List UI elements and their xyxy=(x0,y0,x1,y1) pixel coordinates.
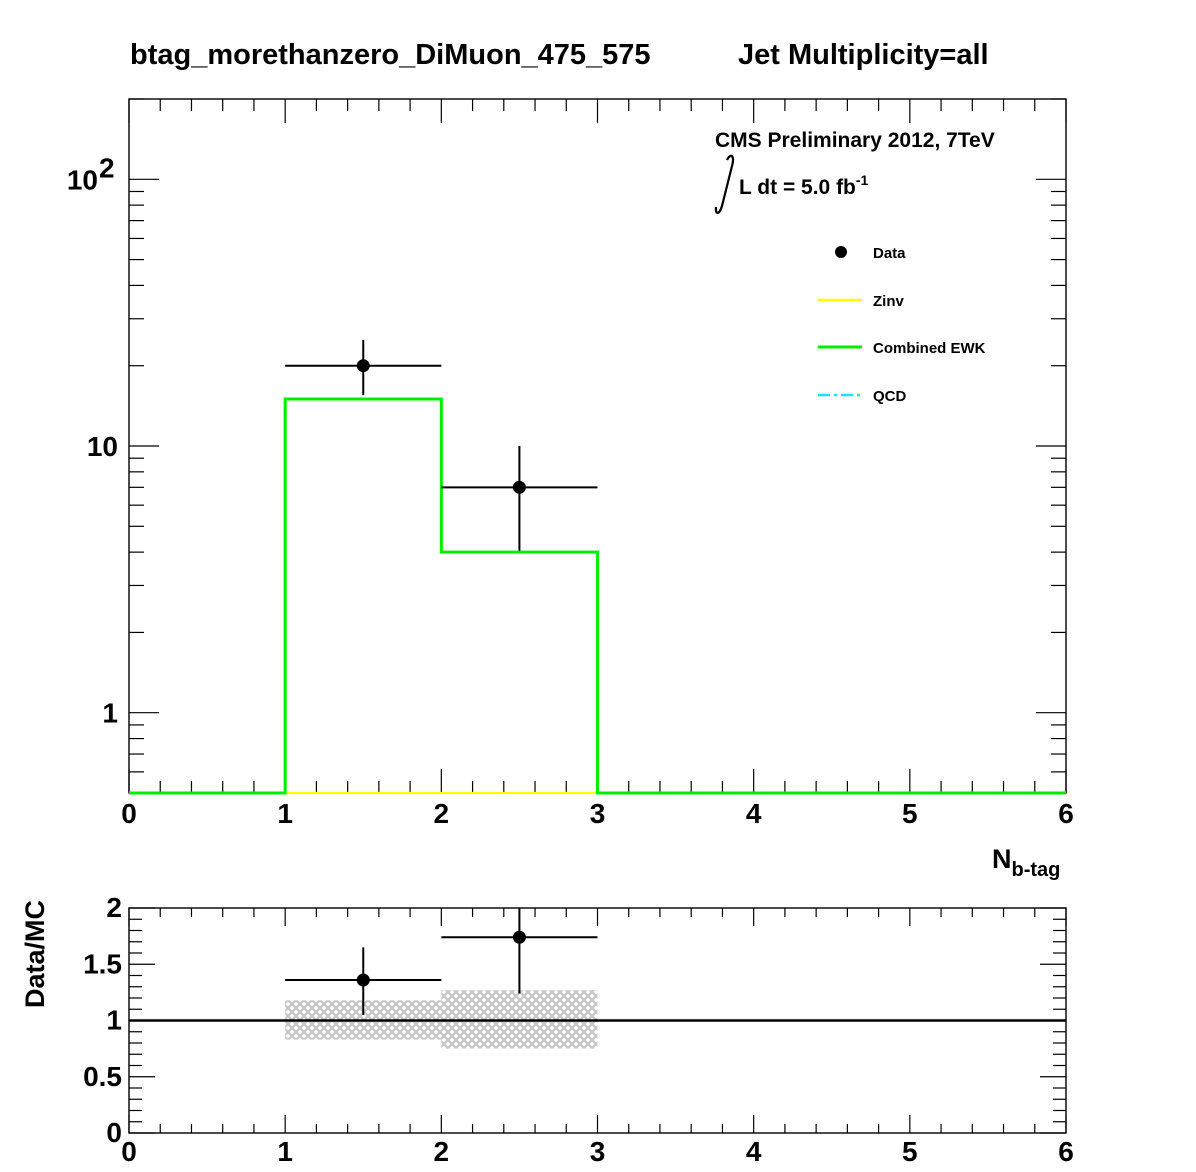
legend-label-combined-ewk: Combined EWK xyxy=(873,340,986,357)
combined-ewk-histogram xyxy=(129,397,1066,795)
ratio-y-tick-label: 2 xyxy=(106,892,122,923)
x-tick-label: 3 xyxy=(590,798,606,829)
chart-title: btag_morethanzero_DiMuon_475_575 xyxy=(130,39,651,71)
y-tick-label: 1 xyxy=(102,698,118,729)
ratio-x-tick-labels: 0 1 2 3 4 5 6 xyxy=(121,1136,1074,1167)
ratio-x-tick-label: 1 xyxy=(277,1136,293,1167)
ratio-y-tick-label: 1.5 xyxy=(83,948,122,979)
main-x-tick-labels: 0 1 2 3 4 5 6 xyxy=(121,798,1074,829)
legend-entry-data: Data xyxy=(835,245,906,262)
svg-text:L dt = 5.0 fb-1: L dt = 5.0 fb-1 xyxy=(739,172,869,199)
ratio-marker xyxy=(512,930,526,944)
x-tick-label: 0 xyxy=(121,798,137,829)
main-axis-ticks xyxy=(128,98,1067,794)
ratio-x-tick-label: 6 xyxy=(1058,1136,1074,1167)
ratio-y-tick-label: 0 xyxy=(106,1117,122,1148)
data-marker xyxy=(512,480,526,494)
ratio-y-tick-labels: 0 0.5 1 1.5 2 xyxy=(83,892,122,1148)
lumi-label: L dt = 5.0 fb-1 xyxy=(714,154,869,214)
data-point xyxy=(285,339,442,396)
ratio-marker xyxy=(356,973,370,987)
chart-subtitle: Jet Multiplicity=all xyxy=(738,39,989,71)
x-tick-label: 5 xyxy=(902,798,918,829)
data-point xyxy=(441,446,598,551)
lumi-exponent: -1 xyxy=(856,172,869,188)
y-tick-label: 10 xyxy=(87,431,118,462)
lumi-text: L dt = 5.0 fb xyxy=(739,176,856,199)
ratio-point xyxy=(441,908,598,994)
legend-entry-zinv: Zinv xyxy=(818,293,904,310)
ratio-points xyxy=(285,908,598,1015)
ratio-x-tick-label: 3 xyxy=(590,1136,606,1167)
x-axis-title-main: N xyxy=(992,844,1012,874)
legend: Data Zinv Combined EWK QCD xyxy=(818,245,986,405)
y-tick-label: 10 xyxy=(67,164,98,195)
legend-label-qcd: QCD xyxy=(873,388,907,405)
x-tick-label: 2 xyxy=(434,798,450,829)
ratio-x-tick-label: 2 xyxy=(434,1136,450,1167)
ratio-point xyxy=(285,947,442,1015)
x-axis-title: Nb-tag xyxy=(992,844,1060,881)
data-marker xyxy=(356,359,370,373)
ratio-x-tick-label: 5 xyxy=(902,1136,918,1167)
legend-data-marker xyxy=(835,246,847,258)
ratio-y-axis-title: Data/MC xyxy=(20,900,50,1008)
ratio-y-tick-label: 1 xyxy=(106,1005,122,1036)
legend-entry-qcd: QCD xyxy=(818,388,907,405)
ratio-y-tick-label: 0.5 xyxy=(83,1061,122,1092)
legend-label-zinv: Zinv xyxy=(873,293,904,310)
x-tick-label: 1 xyxy=(277,798,293,829)
x-axis-title-sub: b-tag xyxy=(1012,859,1061,881)
data-points xyxy=(285,339,598,551)
x-tick-label: 4 xyxy=(746,798,762,829)
legend-label-data: Data xyxy=(873,245,906,262)
y-tick-exponent: 2 xyxy=(99,152,115,183)
cms-label: CMS Preliminary 2012, 7TeV xyxy=(715,129,995,152)
legend-entry-combined-ewk: Combined EWK xyxy=(818,340,986,357)
ratio-x-tick-label: 0 xyxy=(121,1136,137,1167)
ratio-x-tick-label: 4 xyxy=(746,1136,762,1167)
integral-symbol xyxy=(714,154,735,214)
x-tick-label: 6 xyxy=(1058,798,1074,829)
